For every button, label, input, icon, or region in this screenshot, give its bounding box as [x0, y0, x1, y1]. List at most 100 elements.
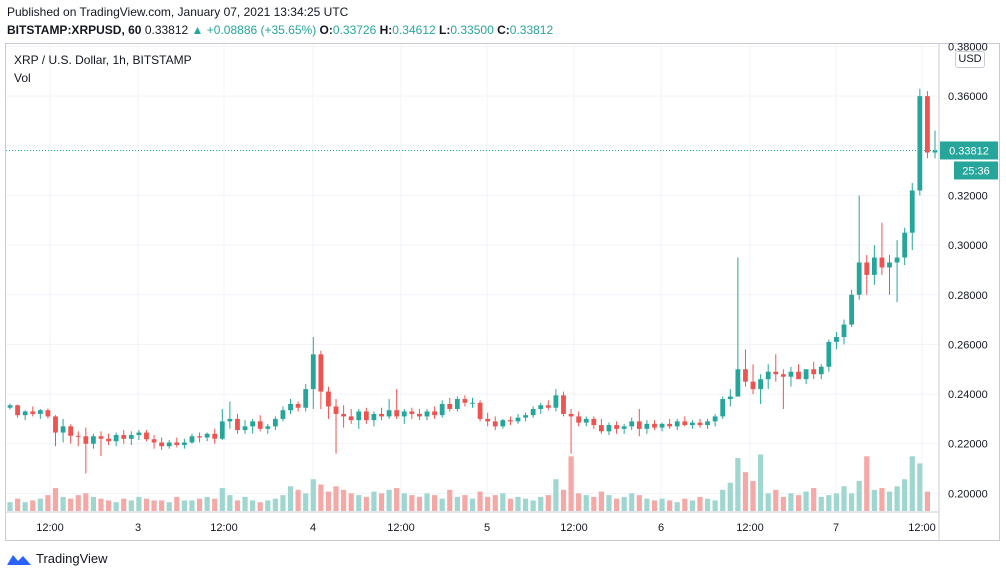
volume-bar: [250, 500, 256, 511]
volume-bar: [720, 489, 726, 511]
candle-body: [409, 411, 415, 414]
candle-body: [348, 416, 354, 421]
candle-body: [917, 96, 923, 191]
x-tick-label: 12:00: [560, 522, 588, 534]
volume-bar: [83, 493, 89, 511]
chart-frame: [5, 43, 1000, 541]
volume-bar: [287, 486, 294, 511]
candle-body: [826, 341, 832, 367]
volume-bar: [52, 488, 59, 511]
volume-bar: [682, 498, 688, 511]
last-price-tag: [940, 141, 998, 160]
candle-body: [75, 435, 81, 437]
volume-bar: [378, 493, 385, 511]
volume-bar: [325, 491, 332, 511]
candle-body: [750, 381, 756, 390]
x-tick-label: 12:00: [736, 522, 764, 534]
volume-bar: [538, 496, 544, 511]
volume-bar: [45, 495, 51, 511]
volume-bar: [75, 495, 81, 511]
candle-body: [553, 395, 559, 408]
x-tick-label: 6: [658, 522, 664, 534]
candle-body: [652, 423, 657, 428]
volume-bar: [439, 498, 445, 511]
candle-body: [879, 257, 885, 268]
candle-body: [242, 426, 248, 431]
footer-brand[interactable]: TradingView: [6, 551, 108, 566]
candle-body: [887, 262, 892, 268]
volume-bar: [7, 502, 13, 511]
volume-bar: [689, 500, 695, 511]
x-tick-label: 7: [833, 522, 839, 534]
volume-bar: [37, 498, 43, 511]
candle-body: [462, 399, 468, 403]
candle-body: [523, 415, 528, 418]
y-tick-label: 0.20000: [948, 488, 988, 500]
published-line: Published on TradingView.com, January 07…: [7, 5, 349, 19]
footer-brand-label: TradingView: [36, 551, 108, 566]
candle-body: [659, 423, 665, 428]
volume-bar: [576, 493, 582, 511]
candle-body: [30, 411, 36, 414]
volume-bar: [886, 491, 893, 511]
volume-bar: [659, 498, 665, 511]
candle-body: [37, 410, 43, 414]
candle-body: [841, 324, 847, 337]
candle-body: [818, 366, 824, 375]
candle-body: [280, 410, 286, 419]
candle-body: [250, 421, 256, 427]
symbol-name[interactable]: BITSTAMP:XRPUSD, 60: [7, 23, 142, 37]
volume-bar: [864, 456, 870, 511]
currency-button[interactable]: USD: [955, 51, 985, 68]
y-tick-label: 0.28000: [948, 290, 988, 302]
candle-body: [386, 410, 392, 417]
volume-bar: [14, 498, 21, 511]
candle-body: [181, 442, 187, 445]
volume-bar: [818, 496, 824, 511]
candle-body: [614, 425, 619, 429]
volume-bar: [848, 493, 855, 511]
candle-body: [454, 399, 460, 409]
volume-bar: [68, 498, 74, 511]
volume-bar: [803, 491, 809, 511]
open-label: O:: [319, 23, 333, 37]
volume-bar: [553, 479, 559, 511]
candle-body: [743, 369, 748, 382]
candle-body: [128, 435, 134, 439]
candle-body: [485, 418, 491, 422]
candle-body: [310, 354, 316, 390]
tradingview-logo-icon: [7, 554, 31, 565]
volume-bar: [841, 486, 847, 511]
candle-body: [515, 417, 521, 422]
y-tick-label: 0.38000: [948, 41, 988, 53]
volume-bar: [704, 498, 711, 511]
volume-bar: [712, 500, 718, 511]
candle-body: [151, 439, 157, 443]
candle-body: [288, 404, 293, 411]
volume-bar: [204, 496, 210, 511]
volume-bar: [909, 456, 915, 511]
candle-body: [189, 436, 195, 443]
candle-body: [871, 257, 877, 275]
volume-bar: [128, 500, 134, 511]
volume-bar: [485, 496, 491, 511]
volume-bar: [386, 489, 392, 511]
volume-bar: [310, 479, 316, 511]
candle-body: [894, 257, 900, 263]
candle-body: [432, 411, 437, 416]
candle-body: [500, 420, 506, 427]
volume-bar: [356, 495, 362, 511]
candle-body: [424, 411, 430, 417]
volume-bar: [431, 495, 438, 511]
candle-body: [576, 416, 582, 423]
volume-bar: [113, 502, 119, 511]
volume-bar: [598, 491, 604, 511]
volume-bar: [530, 500, 536, 511]
x-tick-label: 12:00: [210, 522, 238, 534]
volume-bar: [166, 502, 172, 511]
candle-body: [629, 421, 635, 427]
candle-body: [834, 336, 839, 342]
candle-body: [227, 418, 233, 422]
candle-body: [265, 426, 271, 429]
